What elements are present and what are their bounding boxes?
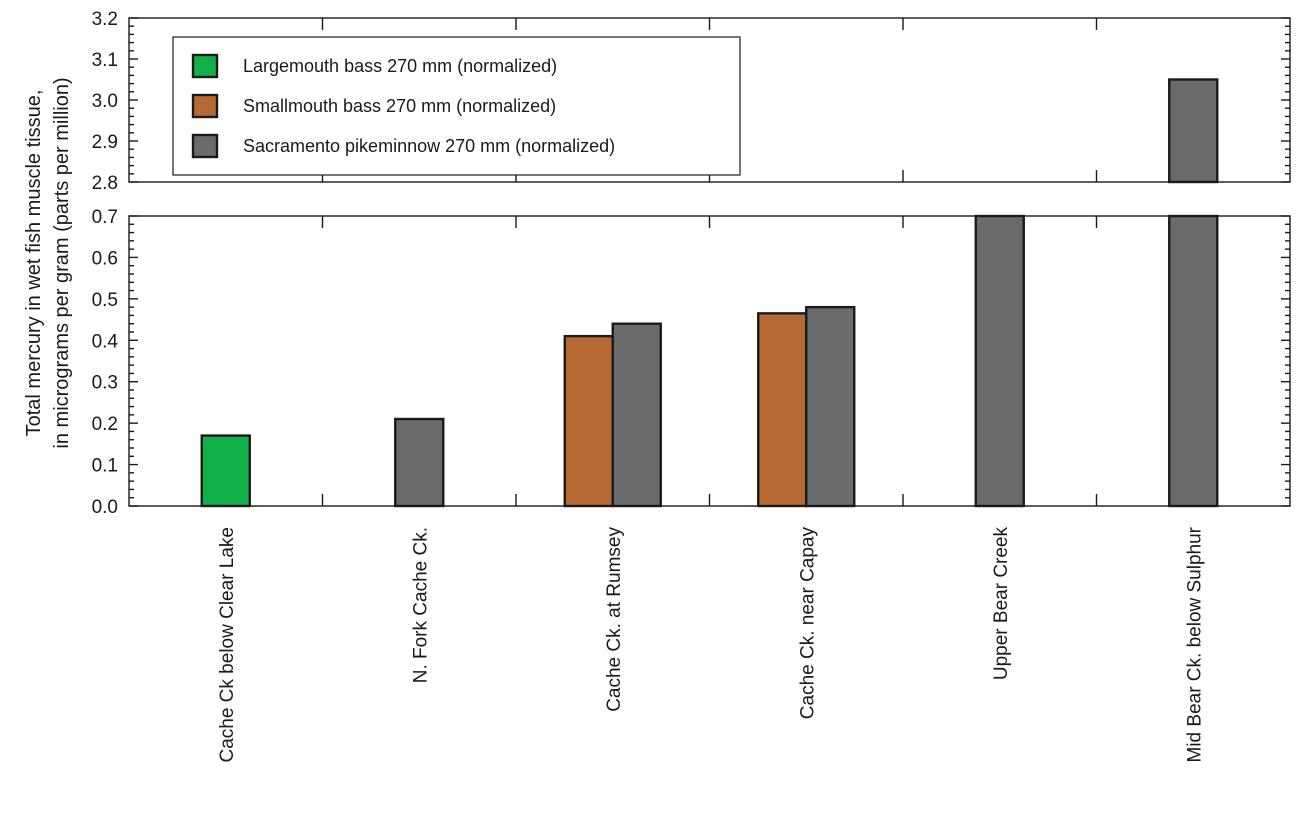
upper-axis-tick-label: 3.2 <box>92 9 118 30</box>
bar-3-category-6 <box>1168 214 1219 508</box>
legend-swatch-1 <box>191 53 219 79</box>
category-label: Upper Bear Creek <box>991 527 1012 681</box>
bar-2-category-4 <box>757 312 808 508</box>
category-label: Cache Ck. near Capay <box>797 527 818 720</box>
y-axis-label: Total mercury in wet fish muscle tissue,… <box>23 77 73 448</box>
lower-axis-tick-label: 0.6 <box>92 248 118 269</box>
lower-axis-tick-label: 0.3 <box>92 373 118 394</box>
category-label: N. Fork Cache Ck. <box>410 527 431 683</box>
category-label: Cache Ck below Clear Lake <box>217 527 238 763</box>
upper-axis-tick-label: 3.0 <box>92 91 118 112</box>
legend-label-3: Sacramento pikeminnow 270 mm (normalized… <box>243 136 615 156</box>
upper-axis-tick-label: 2.8 <box>92 173 118 194</box>
bar-3-category-5 <box>974 214 1025 508</box>
upper-axis-panel: 2.8 2.9 3.0 3.1 3.2 <box>92 9 1291 194</box>
lower-axis-tick-label: 0.0 <box>92 497 118 518</box>
lower-axis-tick-label: 0.1 <box>92 456 118 477</box>
bar-3-category-3 <box>611 322 662 508</box>
bar-3-category-2 <box>394 417 445 508</box>
legend-swatch-3 <box>191 133 219 159</box>
category-label: Cache Ck. at Rumsey <box>604 527 625 712</box>
legend: Largemouth bass 270 mm (normalized) Small… <box>172 36 741 176</box>
y-axis-label-line-1: Total mercury in wet fish muscle tissue, <box>23 90 45 437</box>
bar-3-category-4 <box>805 305 856 508</box>
lower-axis-tick-label: 0.4 <box>92 331 119 352</box>
legend-frame <box>172 36 741 176</box>
lower-axis-tick-label: 0.7 <box>92 207 118 228</box>
bar-series-group <box>200 78 1219 508</box>
legend-swatch-2 <box>191 93 219 119</box>
legend-label-1: Largemouth bass 270 mm (normalized) <box>243 56 557 76</box>
category-label: Mid Bear Ck. below Sulphur <box>1184 526 1205 762</box>
lower-axis-panel: 0.0 0.1 0.2 0.3 0.4 0.5 0.6 0.7 <box>92 207 1291 518</box>
lower-axis-tick-label: 0.5 <box>92 290 118 311</box>
bar-2-category-3 <box>563 334 614 508</box>
y-axis-label-line-2: in micrograms per gram (parts per millio… <box>51 77 73 448</box>
category-labels: Cache Ck below Clear Lake N. Fork Cache C… <box>217 526 1206 762</box>
upper-axis-tick-label: 2.9 <box>92 132 118 153</box>
legend-label-2: Smallmouth bass 270 mm (normalized) <box>243 96 556 116</box>
bar-3-category-6-upper <box>1168 78 1219 184</box>
upper-axis-tick-label: 3.1 <box>92 50 118 71</box>
bar-1-category-1 <box>200 434 251 508</box>
lower-axis-frame <box>128 215 1291 507</box>
lower-axis-tick-label: 0.2 <box>92 414 118 435</box>
